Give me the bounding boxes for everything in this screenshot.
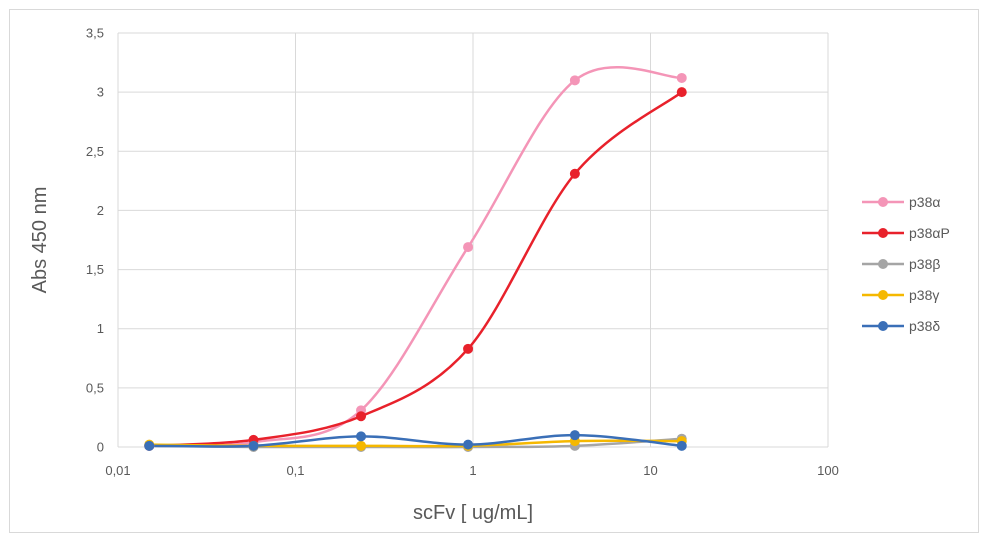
data-point-p38alpha (463, 242, 474, 253)
legend-marker-p38gamma (878, 290, 888, 300)
x-tick-label: 0,01 (105, 463, 130, 478)
y-tick-label: 3,5 (86, 26, 104, 41)
legend-label-p38alphap: p38αP (909, 225, 950, 241)
data-point-p38alphap (356, 411, 367, 422)
series-line-p38alpha (148, 66, 684, 448)
data-point-p38alphap (569, 168, 580, 179)
y-tick-labels: 0 0,5 1 1,5 2 2,5 3 3,5 (86, 26, 104, 455)
data-point-p38delta (463, 439, 474, 450)
legend-marker-p38alpha (878, 197, 888, 207)
x-tick-label: 10 (643, 463, 657, 478)
y-tick-label: 0 (97, 440, 104, 455)
y-axis-title: Abs 450 nm (29, 187, 51, 294)
data-point-p38delta (676, 440, 687, 451)
x-tick-label: 100 (817, 463, 839, 478)
series-line-p38alphap (148, 90, 684, 448)
legend-marker-p38delta (878, 321, 888, 331)
x-tick-label: 0,1 (286, 463, 304, 478)
data-point-p38alphap (463, 343, 474, 354)
data-point-p38alphap (676, 87, 687, 98)
legend-label-p38alpha: p38α (909, 194, 940, 210)
data-point-p38alpha (676, 72, 687, 83)
y-tick-label: 3 (97, 85, 104, 100)
data-point-p38delta (248, 440, 259, 451)
y-tick-label: 1 (97, 321, 104, 336)
data-point-p38delta (569, 430, 580, 441)
legend-label-p38delta: p38δ (909, 318, 940, 334)
data-point-p38gamma (356, 440, 367, 451)
y-tick-label: 1,5 (86, 262, 104, 277)
legend-marker-p38alphap (878, 228, 888, 238)
x-axis-title: scFv [ ug/mL] (413, 502, 533, 524)
data-point-p38delta (356, 431, 367, 442)
legend: p38α p38αP p38β p38γ p38δ (862, 194, 950, 334)
legend-label-p38gamma: p38γ (909, 287, 939, 303)
x-tick-labels: 0,01 0,1 1 10 100 (105, 463, 839, 478)
legend-label-p38beta: p38β (909, 256, 940, 272)
y-tick-label: 0,5 (86, 380, 104, 395)
series-lines (148, 66, 684, 449)
series-line-p38delta (148, 433, 684, 448)
data-point-p38alpha (569, 75, 580, 86)
legend-marker-p38beta (878, 259, 888, 269)
y-tick-label: 2,5 (86, 144, 104, 159)
data-point-p38delta (144, 440, 155, 451)
series-points (144, 72, 687, 452)
y-tick-label: 2 (97, 203, 104, 218)
x-tick-label: 1 (469, 463, 476, 478)
